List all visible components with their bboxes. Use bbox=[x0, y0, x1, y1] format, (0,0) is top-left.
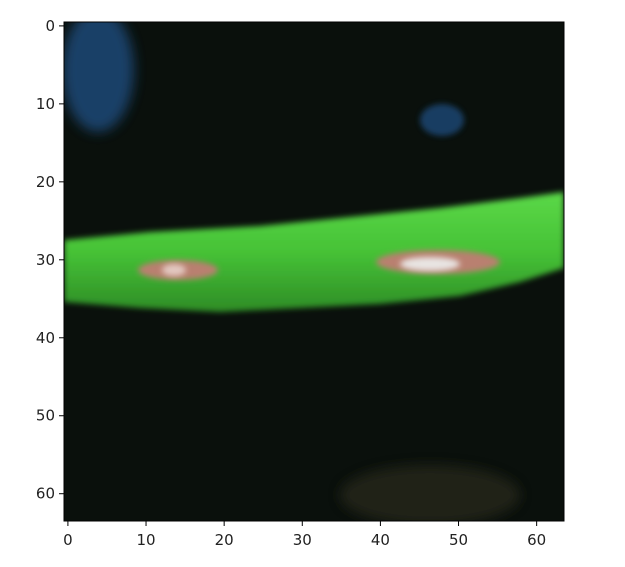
lesion-left-center bbox=[162, 264, 186, 276]
image-plot bbox=[64, 22, 564, 521]
y-tick-label: 30 bbox=[36, 251, 55, 269]
x-tick-label: 30 bbox=[293, 531, 312, 549]
dim-patch-bottom bbox=[340, 465, 520, 521]
x-tick-label: 20 bbox=[215, 531, 234, 549]
blue-patch-top-left bbox=[64, 22, 134, 132]
x-axis-ticks: 0 10 20 30 40 50 60 bbox=[63, 521, 546, 549]
x-tick-label: 40 bbox=[371, 531, 390, 549]
x-tick-label: 0 bbox=[63, 531, 73, 549]
lesion-right-center bbox=[400, 257, 460, 271]
y-tick-label: 60 bbox=[36, 485, 55, 503]
x-tick-label: 60 bbox=[527, 531, 546, 549]
y-tick-label: 20 bbox=[36, 173, 55, 191]
leaf-blade bbox=[64, 192, 564, 312]
x-tick-label: 50 bbox=[449, 531, 468, 549]
y-tick-label: 40 bbox=[36, 329, 55, 347]
plot-frame bbox=[63, 21, 565, 522]
blue-patch-right bbox=[420, 104, 464, 136]
y-tick-label: 50 bbox=[36, 407, 55, 425]
y-tick-label: 0 bbox=[45, 17, 55, 35]
y-axis-ticks: 0 10 20 30 40 50 60 bbox=[36, 17, 64, 503]
x-tick-label: 10 bbox=[136, 531, 155, 549]
y-tick-label: 10 bbox=[36, 95, 55, 113]
